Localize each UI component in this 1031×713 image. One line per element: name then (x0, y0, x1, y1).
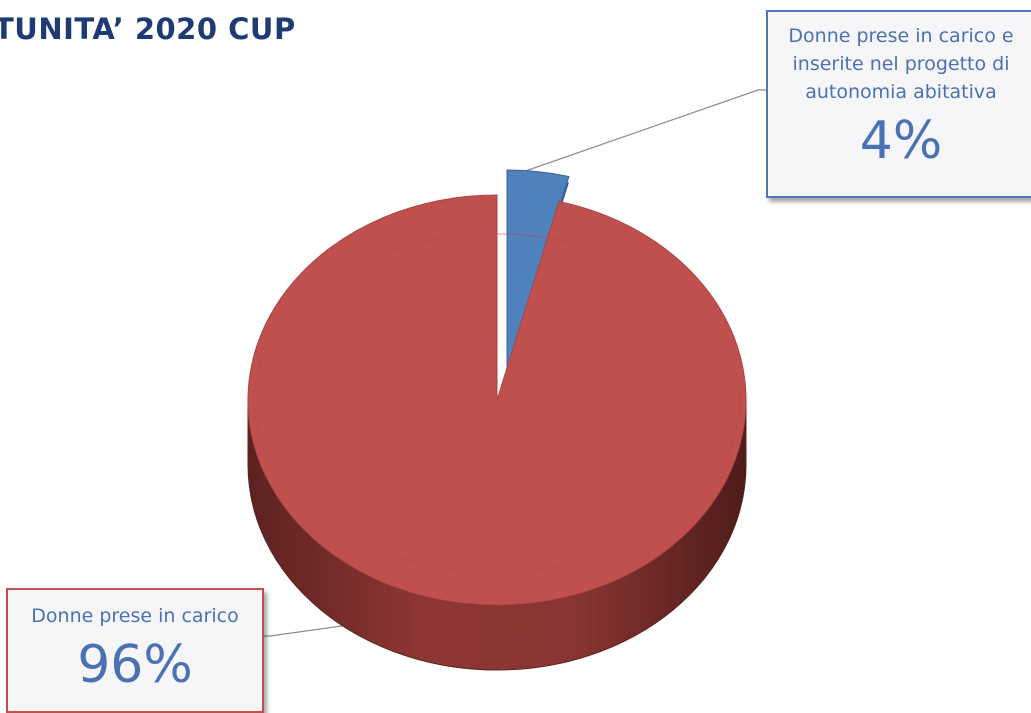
leader-line-autonomia (513, 89, 766, 176)
chart-title: TUNITA’ 2020 CUP (0, 12, 296, 46)
callout-autonomia-percent: 4% (859, 111, 943, 171)
callout-autonomia-label-line-2: inserite nel progetto di (792, 53, 1010, 75)
pie-top (247, 169, 747, 606)
callout-prese-in-carico-label: Donne prese in carico (31, 605, 239, 627)
callout-prese-in-carico: Donne prese in carico 96% (6, 588, 264, 713)
callout-autonomia-label-line-1: Donne prese in carico e (788, 25, 1014, 47)
callout-autonomia: Donne prese in carico e inserite nel pro… (766, 10, 1031, 198)
callout-autonomia-label-line-3: autonomia abitativa (805, 81, 997, 103)
callout-prese-in-carico-percent: 96% (77, 635, 193, 695)
callout-autonomia-label: Donne prese in carico e inserite nel pro… (768, 12, 1031, 106)
pie-top-highlight (253, 233, 741, 573)
pie-slice-prese-in-carico (247, 194, 747, 606)
